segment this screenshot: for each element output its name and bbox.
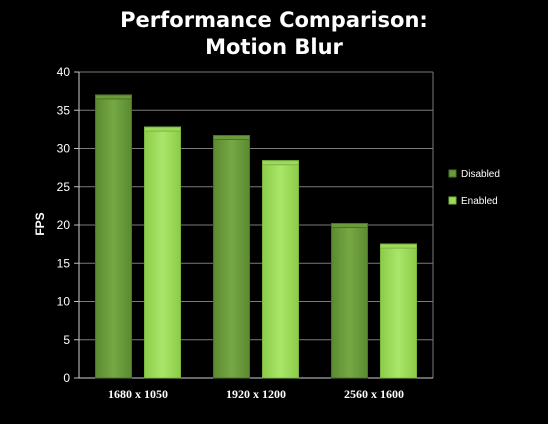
x-tick-label: 1920 x 1200: [226, 387, 286, 401]
x-tick-label: 1680 x 1050: [108, 387, 168, 401]
y-tick-labels: 0 5 10 15 20 25 30 35 40: [57, 65, 71, 385]
bar-disabled-2: [213, 134, 250, 379]
x-tick-labels: 1680 x 1050 1920 x 1200 2560 x 1600: [108, 387, 404, 401]
chart-title: Performance Comparison: Motion Blur: [120, 8, 428, 59]
y-tick-label: 15: [57, 256, 71, 270]
y-tick-label: 40: [57, 65, 71, 79]
bar-enabled-3: [380, 243, 417, 379]
chart-title-line-2: Motion Blur: [205, 35, 343, 59]
bar-enabled-3-cap: [380, 243, 417, 249]
legend-swatch-enabled: [448, 196, 457, 205]
bar-disabled-1-cap: [95, 94, 132, 100]
chart-title-line-1: Performance Comparison:: [120, 8, 428, 32]
legend: Disabled Enabled: [448, 169, 500, 207]
axes: [74, 71, 434, 379]
y-tick-label: 25: [57, 180, 71, 194]
bar-enabled-2-cap: [262, 160, 299, 166]
gridlines: [79, 71, 433, 341]
bar-disabled-3-cap: [331, 222, 368, 228]
y-tick-label: 20: [57, 218, 71, 232]
bars: [95, 94, 417, 379]
bar-disabled-2-cap: [213, 134, 250, 140]
legend-label-enabled: Enabled: [461, 196, 498, 207]
x-tick-label: 2560 x 1600: [344, 387, 404, 401]
bar-enabled-1: [144, 126, 181, 379]
y-tick-label: 0: [63, 371, 70, 385]
bar-enabled-1-cap: [144, 126, 181, 132]
bar-enabled-2: [262, 160, 299, 379]
y-tick-label: 30: [57, 142, 71, 156]
bar-disabled-1: [95, 94, 132, 379]
bar-disabled-3: [331, 222, 368, 379]
legend-label-disabled: Disabled: [461, 169, 500, 180]
y-tick-label: 35: [57, 103, 71, 117]
y-tick-label: 5: [63, 333, 70, 347]
legend-swatch-disabled: [448, 169, 457, 178]
y-tick-label: 10: [57, 295, 71, 309]
y-axis-title: FPS: [33, 212, 47, 235]
